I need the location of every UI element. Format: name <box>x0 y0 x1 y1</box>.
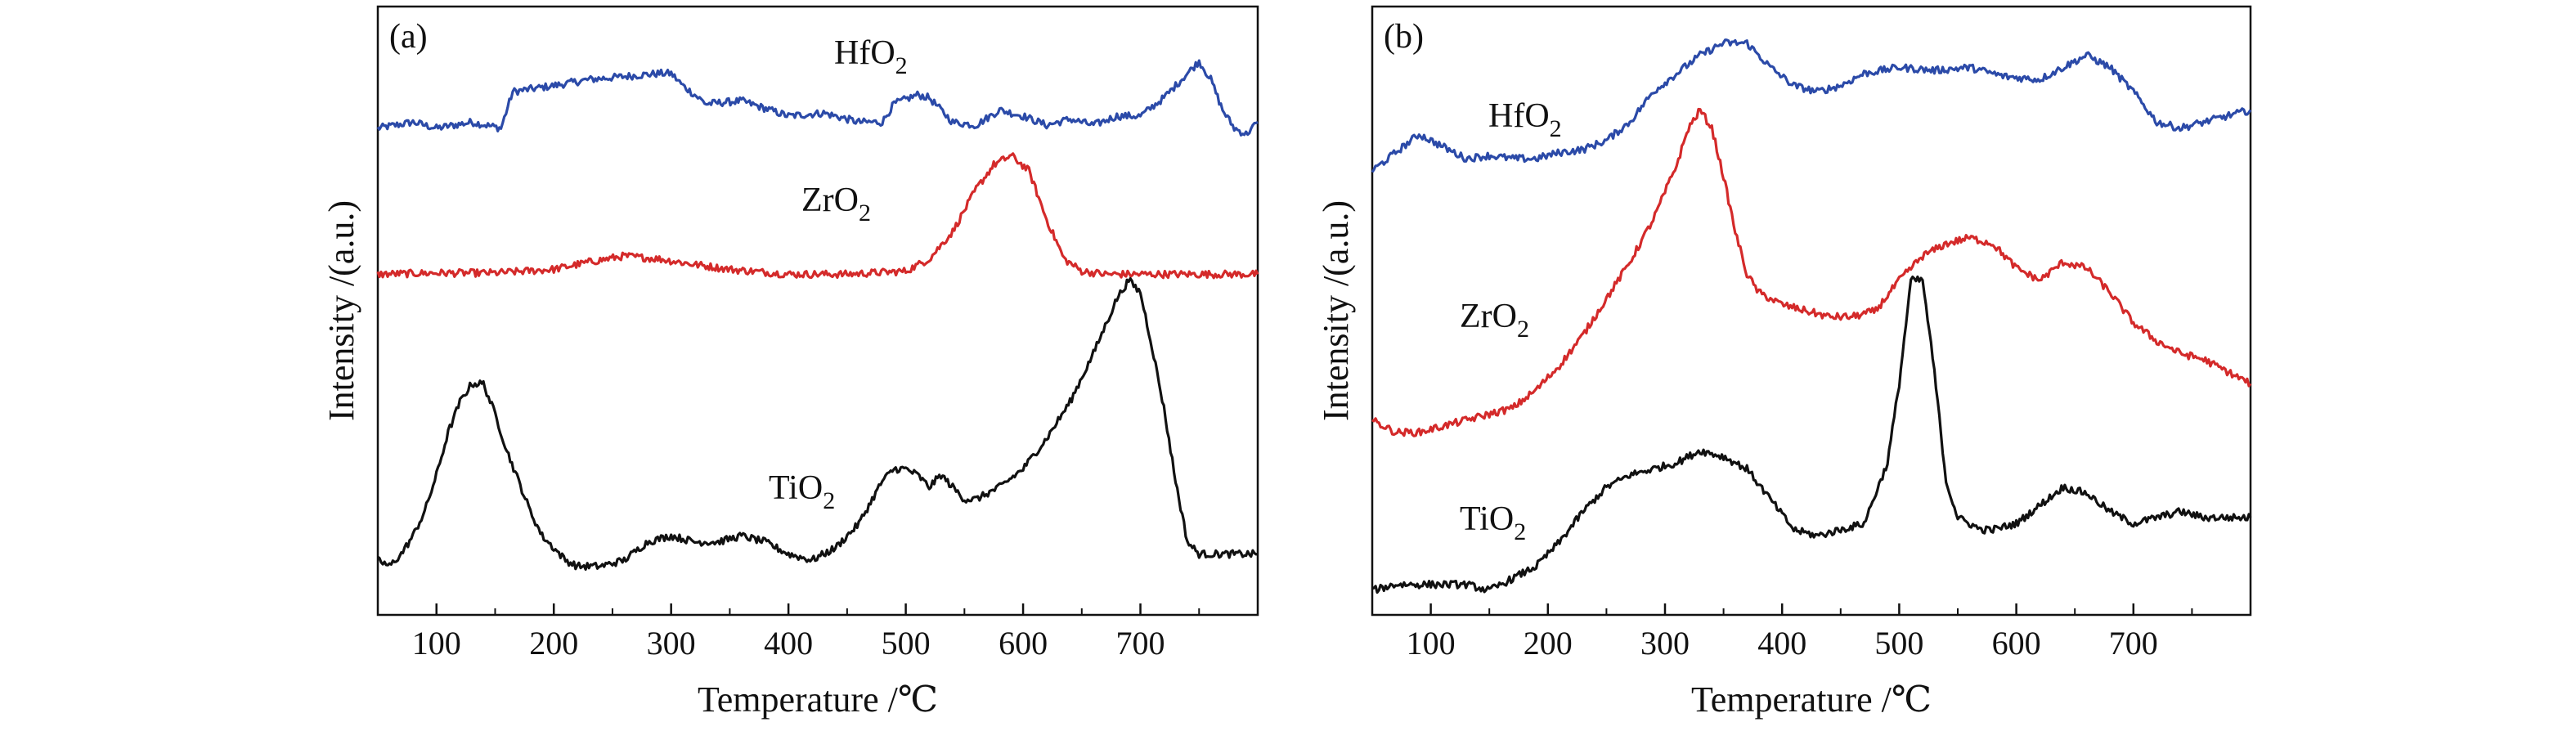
x-axis-label: Temperature /℃ <box>1691 679 1932 720</box>
x-tick-label: 500 <box>882 625 931 661</box>
series-line-zro2 <box>1371 107 2252 437</box>
series-label-tio2: TiO2 <box>769 469 835 514</box>
x-tick-label: 600 <box>999 625 1048 661</box>
series-label-zro2: ZrO2 <box>1460 298 1529 343</box>
plot-frame <box>376 5 1259 617</box>
x-tick-label: 700 <box>1116 625 1165 661</box>
series-line-tio2 <box>377 277 1259 571</box>
series-label-hfo2: HfO2 <box>1488 97 1562 142</box>
x-tick-label: 600 <box>1992 625 2041 661</box>
panel-a: 100 200 300 400 500 600 700 Temperature /℃ Inten… <box>321 5 1259 720</box>
series-label-tio2: TiO2 <box>1460 500 1526 545</box>
panel-label: (b) <box>1384 18 1424 56</box>
x-tick-label: 300 <box>1640 625 1690 661</box>
series-line-zro2 <box>376 152 1259 280</box>
panel-b: 100 200 300 400 500 600 700 Temperature /℃ Inten… <box>1316 5 2252 720</box>
series-line-hfo2 <box>376 59 1259 137</box>
x-tick-label: 200 <box>1524 625 1573 661</box>
y-axis-label: Intensity /(a.u.) <box>321 200 361 421</box>
x-tick-label: 200 <box>529 625 578 661</box>
x-tick-label: 100 <box>1407 625 1456 661</box>
series-label-zro2: ZrO2 <box>801 182 871 226</box>
x-tick-label: 400 <box>764 625 813 661</box>
series-label-hfo2: HfO2 <box>834 34 908 79</box>
plot-frame <box>1371 5 2252 617</box>
series-line-hfo2 <box>1371 38 2252 173</box>
x-tick-label: 500 <box>1874 625 1923 661</box>
y-axis-label: Intensity /(a.u.) <box>1316 200 1356 421</box>
x-axis-label: Temperature /℃ <box>698 679 938 720</box>
series-line-tio2 <box>1371 275 2252 594</box>
x-tick-label: 100 <box>412 625 461 661</box>
x-tick-label: 400 <box>1757 625 1806 661</box>
x-tick-label: 300 <box>647 625 696 661</box>
x-tick-label: 700 <box>2109 625 2158 661</box>
panel-label: (a) <box>389 18 428 56</box>
